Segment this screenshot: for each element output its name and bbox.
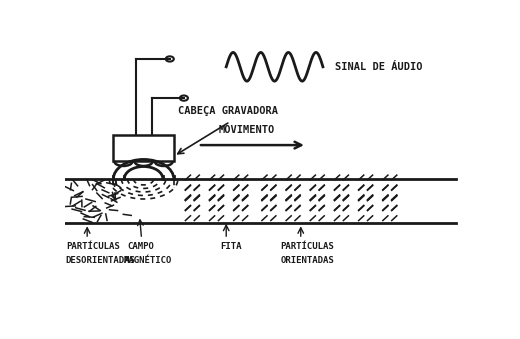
Text: CAMPO: CAMPO xyxy=(127,242,154,251)
Text: CABEÇA GRAVADORA: CABEÇA GRAVADORA xyxy=(178,106,278,116)
Text: SINAL DE ÁUDIO: SINAL DE ÁUDIO xyxy=(335,62,423,72)
Text: MAGNÉTICO: MAGNÉTICO xyxy=(123,256,172,265)
Text: PARTÍCULAS: PARTÍCULAS xyxy=(281,242,334,251)
Text: DESORIENTADAS: DESORIENTADAS xyxy=(66,256,136,265)
Bar xyxy=(113,135,174,161)
Text: PARTÍCULAS: PARTÍCULAS xyxy=(66,242,120,251)
Text: MOVIMENTO: MOVIMENTO xyxy=(218,125,275,135)
Text: ORIENTADAS: ORIENTADAS xyxy=(281,256,334,265)
Text: FITA: FITA xyxy=(220,242,242,251)
